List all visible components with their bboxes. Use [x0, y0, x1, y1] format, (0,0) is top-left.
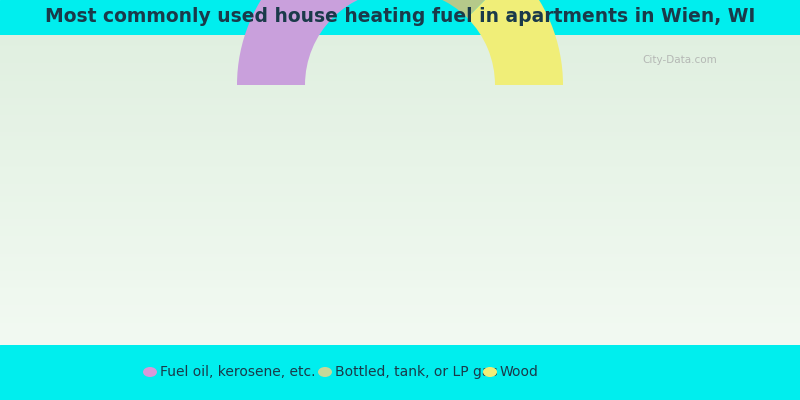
Text: Most commonly used house heating fuel in apartments in Wien, WI: Most commonly used house heating fuel in… [45, 8, 755, 26]
Bar [0, 345, 800, 400]
Ellipse shape [143, 367, 157, 377]
Text: Bottled, tank, or LP gas: Bottled, tank, or LP gas [335, 365, 498, 379]
Text: Fuel oil, kerosene, etc.: Fuel oil, kerosene, etc. [160, 365, 315, 379]
Text: City-Data.com: City-Data.com [642, 55, 718, 65]
Ellipse shape [318, 367, 332, 377]
Wedge shape [237, 0, 400, 85]
Text: Wood: Wood [500, 365, 539, 379]
Ellipse shape [483, 367, 497, 377]
Wedge shape [467, 0, 563, 85]
Bar [0, 0, 800, 35]
Wedge shape [400, 0, 515, 18]
